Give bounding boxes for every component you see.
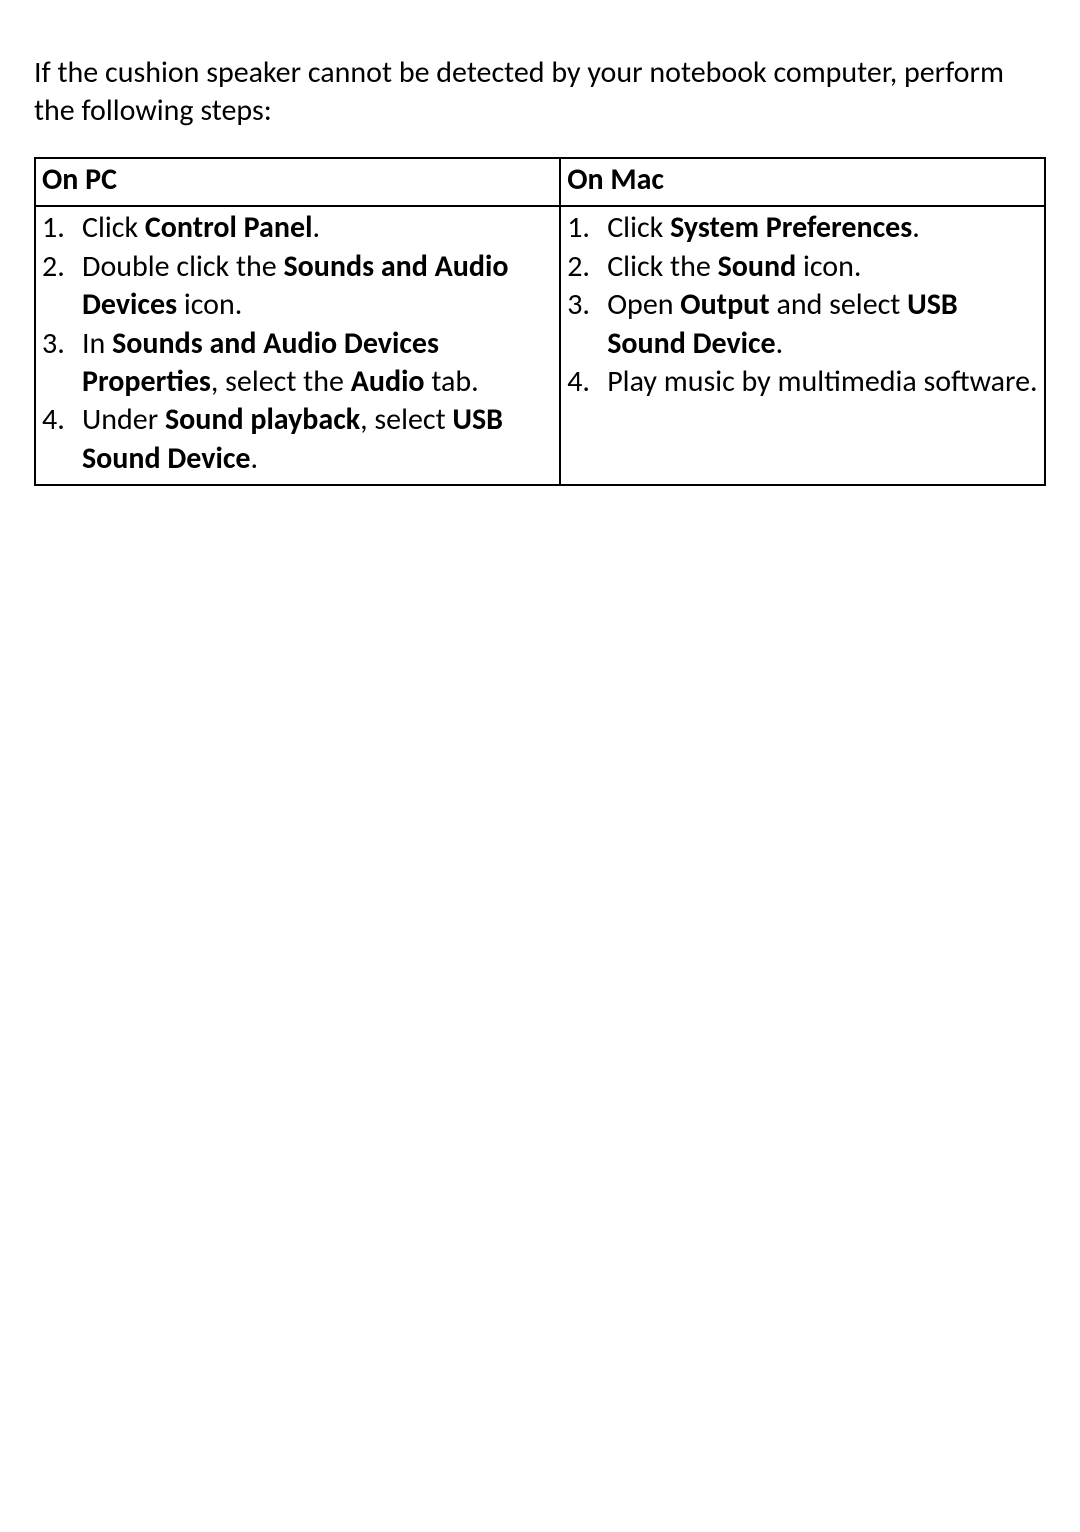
header-mac: On Mac xyxy=(560,158,1045,206)
pc-step: 3. In Sounds and Audio Devices Properties… xyxy=(42,325,553,402)
step-number: 1. xyxy=(567,209,590,247)
step-number: 2. xyxy=(567,248,590,286)
instructions-table: On PC On Mac 1. Click Control Panel. 2. Dou… xyxy=(34,157,1046,486)
pc-step: 2. Double click the Sounds and Audio Devi… xyxy=(42,248,553,325)
mac-step: 3. Open Output and select USB Sound Devic… xyxy=(567,286,1038,363)
cell-pc-steps: 1. Click Control Panel. 2. Double click the… xyxy=(35,206,560,485)
step-text: Click System Preferences. xyxy=(607,209,920,246)
step-number: 2. xyxy=(42,248,65,286)
step-number: 4. xyxy=(567,363,590,401)
step-text: Play music by multimedia software. xyxy=(607,363,1037,400)
step-text: Click Control Panel. xyxy=(82,209,320,246)
mac-step: 1. Click System Preferences. xyxy=(567,209,1038,247)
pc-steps-list: 1. Click Control Panel. 2. Double click the… xyxy=(42,209,553,478)
step-text: Under Sound playback, select USB Sound D… xyxy=(82,401,503,476)
mac-step: 2. Click the Sound icon. xyxy=(567,248,1038,286)
step-text: Open Output and select USB Sound Device. xyxy=(607,286,958,361)
step-text: Click the Sound icon. xyxy=(607,248,861,285)
step-number: 3. xyxy=(567,286,590,324)
pc-step: 4. Under Sound playback, select USB Sound… xyxy=(42,401,553,478)
step-text: In Sounds and Audio Devices Properties, … xyxy=(82,325,479,400)
step-number: 3. xyxy=(42,325,65,363)
header-pc: On PC xyxy=(35,158,560,206)
step-text: Double click the Sounds and Audio Device… xyxy=(82,248,509,323)
intro-text: If the cushion speaker cannot be detecte… xyxy=(34,54,1046,129)
cell-mac-steps: 1. Click System Preferences. 2. Click the S… xyxy=(560,206,1045,485)
step-number: 4. xyxy=(42,401,65,439)
mac-steps-list: 1. Click System Preferences. 2. Click the S… xyxy=(567,209,1038,401)
mac-step: 4. Play music by multimedia software. xyxy=(567,363,1038,401)
pc-step: 1. Click Control Panel. xyxy=(42,209,553,247)
step-number: 1. xyxy=(42,209,65,247)
